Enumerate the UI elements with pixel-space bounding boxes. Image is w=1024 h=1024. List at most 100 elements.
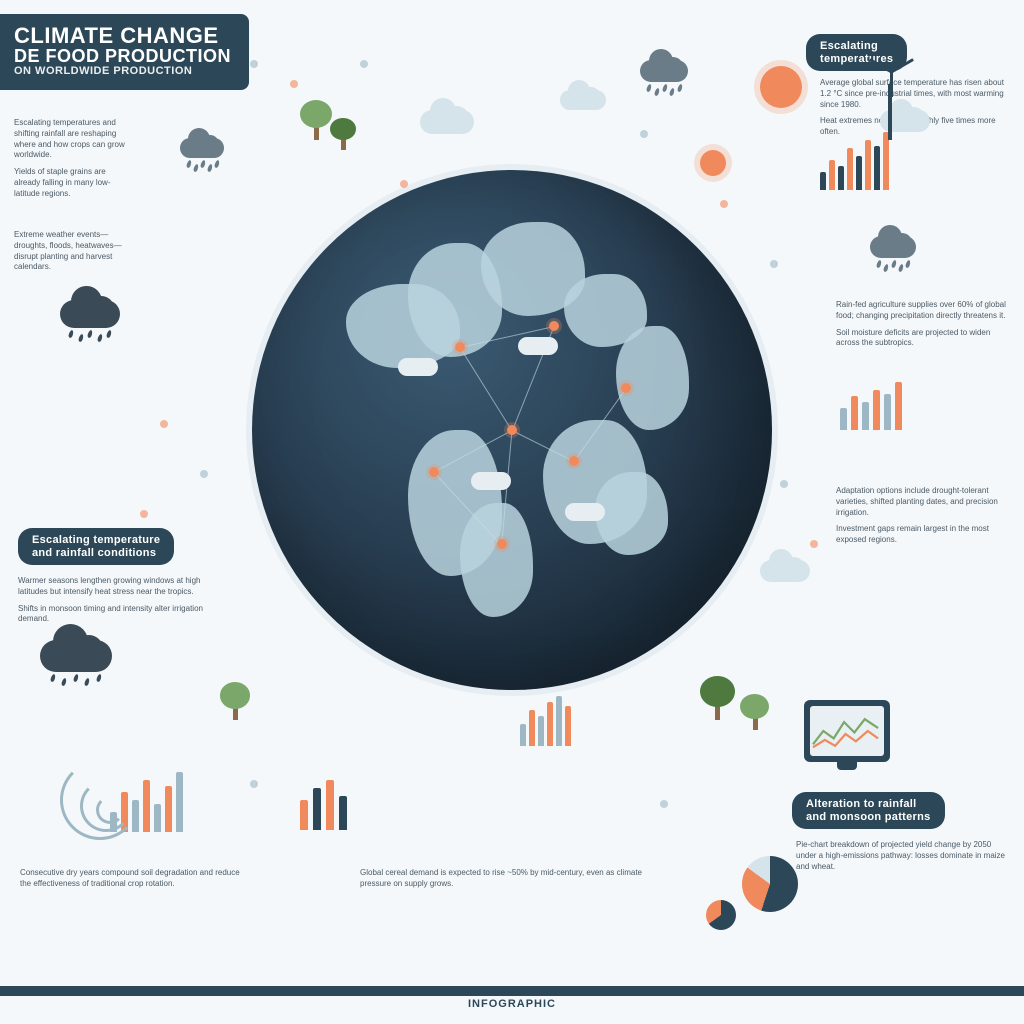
raindrop-icon [898, 264, 904, 273]
tree-icon [740, 694, 769, 730]
section-pill-mid-left-pill: Escalating temperatureand rainfall condi… [18, 528, 174, 565]
cloud-icon [398, 358, 438, 376]
decor-dot [780, 480, 788, 488]
cloud-icon [471, 472, 511, 490]
raindrop-icon [669, 88, 675, 97]
bar [176, 772, 183, 832]
tree-icon [220, 682, 250, 720]
bar [838, 166, 844, 190]
bar [165, 786, 172, 832]
section-text-bottom-left-text: Consecutive dry years compound soil degr… [20, 868, 240, 896]
globe [252, 170, 772, 690]
decor-dot [810, 540, 818, 548]
decor-dot [250, 780, 258, 788]
decor-dot [140, 510, 148, 518]
continent-shape [595, 472, 668, 555]
bar [565, 706, 571, 746]
bar [895, 382, 902, 430]
bar [883, 132, 889, 190]
pie-chart [742, 856, 798, 912]
raindrop-icon [73, 674, 79, 683]
continent-shape [460, 503, 533, 617]
raindrop-icon [661, 84, 667, 93]
bar [865, 140, 871, 190]
section-pill-bottom-right-pill: Alteration to rainfalland monsoon patter… [792, 792, 945, 829]
bar [339, 796, 347, 830]
bar [862, 402, 869, 430]
bar [326, 780, 334, 830]
bar [884, 394, 891, 430]
bar-chart [840, 380, 902, 430]
raindrop-icon [96, 674, 102, 683]
title-line-3: ON WORLDWIDE PRODUCTION [14, 66, 231, 78]
section-text-left-intro-text: Escalating temperatures and shifting rai… [14, 118, 134, 206]
title-line-1: CLIMATE CHANGE [14, 24, 231, 47]
bar [829, 160, 835, 190]
rain-cloud-icon [870, 236, 916, 276]
cloud-icon [565, 503, 605, 521]
monitor-stand [837, 762, 857, 770]
raindrop-icon [87, 330, 93, 339]
globe-network-node [497, 539, 507, 549]
decor-dot [640, 130, 648, 138]
section-text-right-lower-text: Adaptation options include drought-toler… [836, 486, 1012, 552]
raindrop-icon [883, 264, 889, 273]
bar [313, 788, 321, 830]
bar [154, 804, 161, 832]
raindrop-icon [68, 330, 74, 339]
raindrop-icon [207, 164, 213, 173]
section-text-right-mid-text: Rain-fed agriculture supplies over 60% o… [836, 300, 1012, 355]
bar [556, 696, 562, 746]
sun-icon [700, 150, 726, 176]
rain-cloud-icon [40, 640, 112, 690]
spiral-icon [96, 796, 124, 824]
pie-chart [706, 900, 736, 930]
globe-network-node [455, 342, 465, 352]
raindrop-icon [646, 84, 652, 93]
raindrop-icon [61, 678, 67, 687]
cloud-icon [560, 90, 606, 110]
continent-shape [616, 326, 689, 430]
raindrop-icon [214, 160, 220, 169]
globe-network-node [549, 321, 559, 331]
bar [143, 780, 150, 832]
raindrop-icon [185, 160, 191, 169]
footer-band [0, 986, 1024, 996]
bar [874, 146, 880, 190]
decor-dot [400, 180, 408, 188]
infographic-canvas: CLIMATE CHANGE DE FOOD PRODUCTION ON WOR… [0, 0, 1024, 1024]
raindrop-icon [200, 160, 206, 169]
globe-network-node [429, 467, 439, 477]
section-text-left-second-text: Extreme weather events—droughts, floods,… [14, 230, 134, 279]
decor-dot [250, 60, 258, 68]
monitor-icon [804, 700, 890, 762]
raindrop-icon [677, 84, 683, 93]
decor-dot [660, 800, 668, 808]
bar-chart [520, 696, 571, 746]
globe-network-node [507, 425, 517, 435]
tree-icon [700, 676, 735, 720]
bar [851, 396, 858, 430]
rain-cloud-icon [60, 300, 120, 346]
decor-dot [720, 200, 728, 208]
raindrop-icon [106, 330, 112, 339]
cloud-icon [420, 110, 474, 134]
bar [847, 148, 853, 190]
footer-label: INFOGRAPHIC [456, 996, 568, 1012]
rain-cloud-icon [180, 138, 224, 176]
raindrop-icon [654, 88, 660, 97]
cloud-icon [518, 337, 558, 355]
raindrop-icon [77, 334, 83, 343]
raindrop-icon [876, 260, 882, 269]
decor-dot [290, 80, 298, 88]
decor-dot [770, 260, 778, 268]
bar [873, 390, 880, 430]
decor-dot [160, 420, 168, 428]
section-pill-top-right-pill: Escalatingtemperatures [806, 34, 907, 71]
section-text-mid-left-text: Warmer seasons lengthen growing windows … [18, 576, 208, 631]
bar-chart [300, 774, 347, 830]
bar [520, 724, 526, 746]
decor-dot [360, 60, 368, 68]
raindrop-icon [905, 260, 911, 269]
bar [820, 172, 826, 190]
